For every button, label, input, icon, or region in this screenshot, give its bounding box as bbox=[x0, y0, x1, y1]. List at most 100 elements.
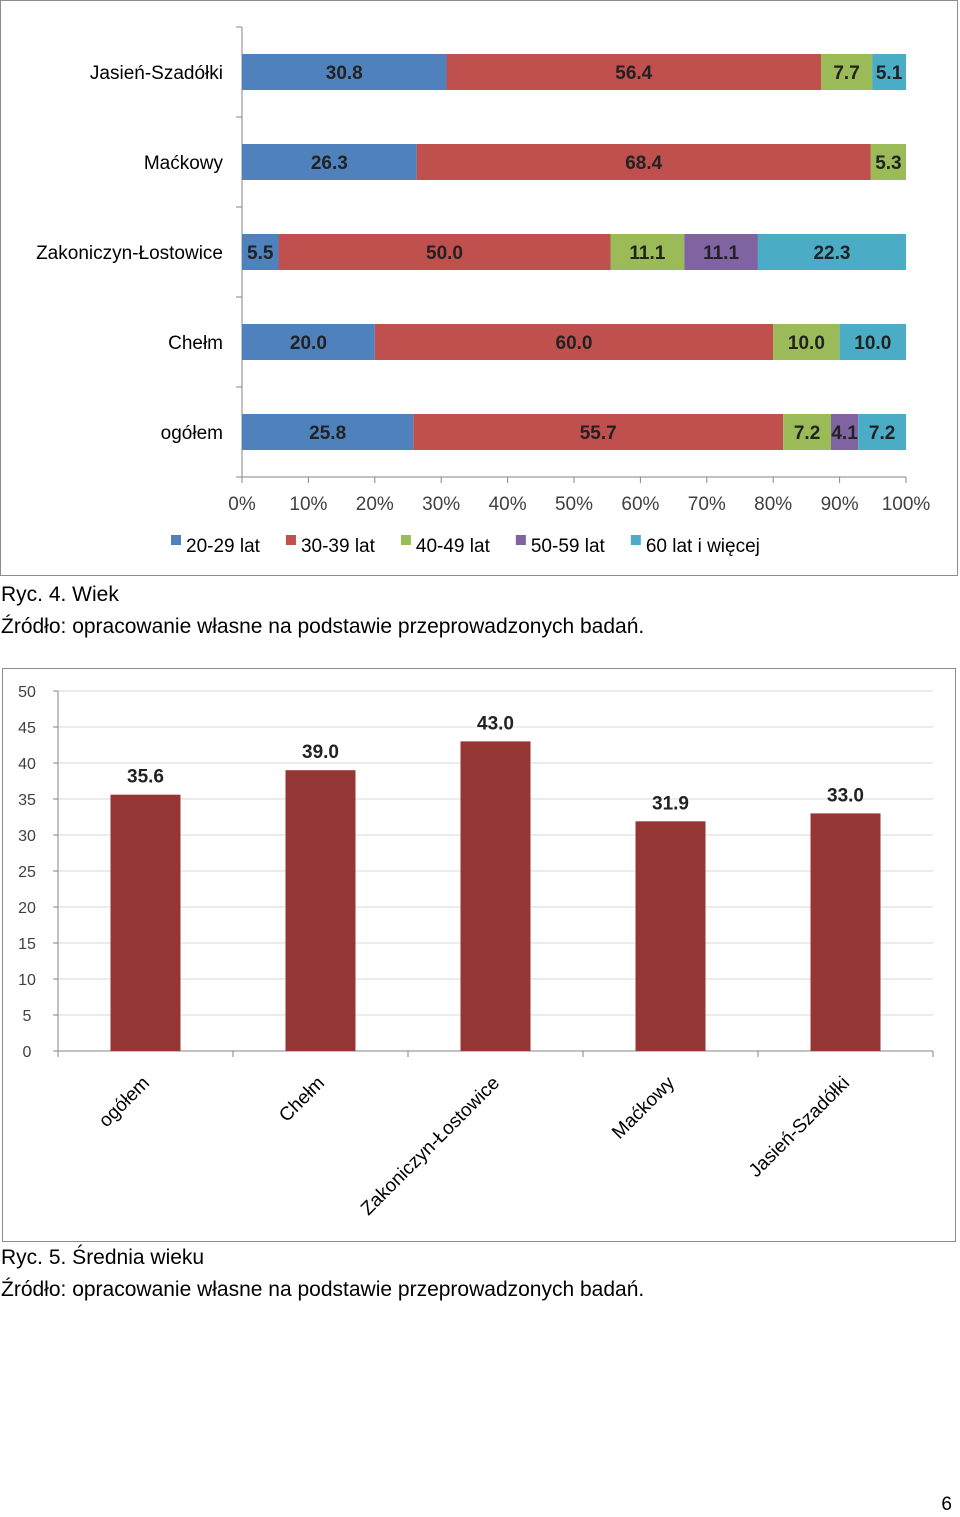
y-tick-label: 35 bbox=[18, 792, 36, 809]
legend-swatch bbox=[285, 535, 296, 545]
category-label: Jasień-Szadółki bbox=[745, 1073, 854, 1182]
bar-segment bbox=[757, 234, 906, 270]
category-label: Zakoniczyn-Łostowice bbox=[357, 1073, 504, 1220]
mean-age-chart: 0 5 10 15 20 25 30 35 40 45 50 35.6 ogółem 39.0 Chełm 4… bbox=[18, 684, 934, 1220]
y-tick-label: 25 bbox=[18, 864, 36, 881]
category-label: Chełm bbox=[275, 1073, 329, 1127]
figure-4-title: Ryc. 4. Wiek bbox=[1, 583, 119, 606]
data-label: 56.4 bbox=[615, 63, 652, 84]
mean-age-chart-frame: 0 5 10 15 20 25 30 35 40 45 50 35.6 ogółem 39.0 Chełm 4… bbox=[2, 668, 956, 1242]
data-label: 11.1 bbox=[629, 243, 665, 264]
x-tick-label: 80% bbox=[754, 494, 792, 515]
x-tick-label: 50% bbox=[555, 494, 593, 515]
data-label: 10.0 bbox=[854, 333, 891, 354]
legend-label: 30-39 lat bbox=[301, 536, 376, 557]
data-label: 43.0 bbox=[477, 713, 514, 734]
data-label: 39.0 bbox=[302, 742, 339, 763]
data-label: 7.2 bbox=[794, 423, 820, 444]
legend-label: 50-59 lat bbox=[531, 536, 606, 557]
y-tick-label: 10 bbox=[18, 972, 36, 989]
x-tick-label: 40% bbox=[489, 494, 527, 515]
legend-label: 40-49 lat bbox=[416, 536, 491, 557]
data-label: 35.6 bbox=[127, 767, 164, 788]
figure-4-source: Źródło: opracowanie własne na podstawie … bbox=[1, 615, 645, 638]
bar bbox=[285, 770, 356, 1051]
bar-segment bbox=[242, 144, 417, 180]
bar-segment bbox=[278, 234, 611, 270]
data-label: 68.4 bbox=[625, 153, 662, 174]
category-label: ogółem bbox=[161, 423, 223, 444]
y-tick-label: 5 bbox=[23, 1008, 32, 1025]
legend-label: 60 lat i więcej bbox=[646, 536, 760, 557]
category-label: Chełm bbox=[168, 333, 223, 354]
data-label: 5.3 bbox=[875, 153, 901, 174]
data-label: 22.3 bbox=[813, 243, 850, 264]
bar bbox=[810, 813, 881, 1051]
y-tick-label: 40 bbox=[18, 756, 36, 773]
x-tick-label: 100% bbox=[882, 494, 931, 515]
age-structure-chart: 0% 10% 20% 30% 40% 50% 60% 70% 80% 90% 100% Jasień-… bbox=[36, 26, 931, 557]
data-label: 11.1 bbox=[703, 243, 739, 264]
data-label: 26.3 bbox=[311, 153, 348, 174]
legend-swatch bbox=[630, 535, 641, 545]
x-tick-label: 20% bbox=[356, 494, 394, 515]
bar-segment bbox=[446, 54, 822, 90]
y-tick-label: 50 bbox=[18, 684, 36, 701]
data-label: 50.0 bbox=[426, 243, 463, 264]
bar-segment bbox=[413, 414, 784, 450]
category-label: Maćkowy bbox=[144, 153, 224, 174]
category-label: Jasień-Szadółki bbox=[90, 63, 223, 84]
x-tick-label: 10% bbox=[289, 494, 327, 515]
data-label: 7.2 bbox=[869, 423, 895, 444]
bar-segment bbox=[610, 234, 685, 270]
bar-segment bbox=[773, 324, 840, 360]
y-tick-label: 15 bbox=[18, 936, 36, 953]
bar-segment bbox=[684, 234, 758, 270]
data-label: 55.7 bbox=[580, 423, 617, 444]
data-label: 31.9 bbox=[652, 793, 689, 814]
bar bbox=[635, 821, 706, 1051]
y-tick-label: 45 bbox=[18, 720, 36, 737]
data-label: 60.0 bbox=[556, 333, 593, 354]
data-label: 20.0 bbox=[290, 333, 327, 354]
bar-segment bbox=[374, 324, 774, 360]
y-tick-label: 30 bbox=[18, 828, 36, 845]
bar-segment bbox=[872, 54, 906, 90]
bar-segment bbox=[242, 54, 447, 90]
x-tick-label: 30% bbox=[422, 494, 460, 515]
category-label: ogółem bbox=[95, 1073, 154, 1132]
legend-swatch bbox=[171, 535, 181, 545]
legend-label: 20-29 lat bbox=[186, 536, 261, 557]
bar-segment bbox=[870, 144, 906, 180]
legend-swatch bbox=[515, 535, 526, 545]
page-number: 6 bbox=[941, 1494, 952, 1515]
category-label: Zakoniczyn-Łostowice bbox=[36, 243, 223, 264]
bar-segment bbox=[242, 414, 414, 450]
bar-segment bbox=[830, 414, 859, 450]
data-label: 5.1 bbox=[876, 63, 903, 84]
bar-segment bbox=[839, 324, 906, 360]
bar-segment bbox=[821, 54, 873, 90]
y-tick-label: 0 bbox=[23, 1044, 32, 1061]
figure-5-source: Źródło: opracowanie własne na podstawie … bbox=[1, 1278, 645, 1301]
x-tick-label: 60% bbox=[621, 494, 659, 515]
figure-5-title: Ryc. 5. Średnia wieku bbox=[1, 1246, 205, 1269]
x-tick-label: 0% bbox=[228, 494, 256, 515]
bar bbox=[460, 741, 531, 1051]
x-tick-label: 90% bbox=[821, 494, 859, 515]
data-label: 7.7 bbox=[833, 63, 859, 84]
data-label: 33.0 bbox=[827, 785, 864, 806]
bar-segment bbox=[242, 324, 375, 360]
category-label: Maćkowy bbox=[608, 1072, 679, 1143]
bar-segment bbox=[242, 234, 279, 270]
data-label: 5.5 bbox=[247, 243, 274, 264]
y-tick-label: 20 bbox=[18, 900, 36, 917]
x-tick-label: 70% bbox=[688, 494, 726, 515]
bar bbox=[110, 794, 181, 1051]
age-structure-chart-frame: 0% 10% 20% 30% 40% 50% 60% 70% 80% 90% 100% Jasień-… bbox=[0, 0, 958, 576]
bar-segment bbox=[858, 414, 906, 450]
bar-segment bbox=[783, 414, 831, 450]
data-label: 25.8 bbox=[309, 423, 346, 444]
data-label: 10.0 bbox=[788, 333, 825, 354]
legend-swatch bbox=[400, 535, 411, 545]
